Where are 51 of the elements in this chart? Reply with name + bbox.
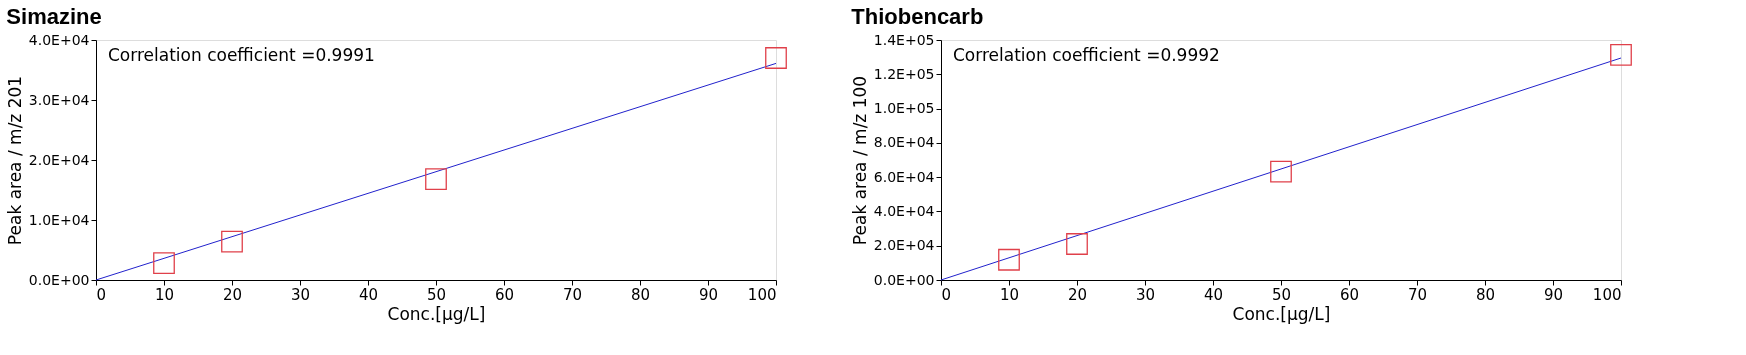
point — [1270, 160, 1292, 183]
chart-title: Simazine — [6, 4, 102, 29]
x-tick-label: 60 — [1339, 285, 1360, 304]
x-tick-label: 0 — [96, 285, 107, 304]
point — [765, 47, 787, 69]
y-tick-label: 8.0E+04 — [873, 134, 935, 151]
x-tick-label: 60 — [494, 285, 515, 304]
y-tick-label: 3.0E+04 — [28, 91, 90, 108]
y-tick-label: 1.4E+05 — [873, 31, 935, 48]
x-axis-title: Conc.[μg/L] — [1232, 303, 1331, 324]
x-tick-label: 80 — [1475, 285, 1496, 304]
y-tick-label: 2.0E+04 — [873, 237, 935, 254]
annotation: Correlation coefficient =0.9991 — [108, 45, 375, 65]
x-tick-label: 10 — [999, 285, 1020, 304]
x-tick-label: 100 — [1592, 285, 1622, 304]
x-tick-label: 20 — [222, 285, 243, 304]
y-tick-label: 4.0E+04 — [28, 31, 90, 48]
x-tick-label: 90 — [698, 285, 719, 304]
x-axis-title: Conc.[μg/L] — [387, 303, 486, 324]
x-tick-label: 30 — [1135, 285, 1156, 304]
y-tick-label: 1.0E+05 — [873, 100, 935, 117]
y-tick-label: 0.0E+00 — [28, 271, 90, 288]
y-tick-label: 1.2E+05 — [873, 65, 935, 82]
y-tick-label: 0.0E+00 — [873, 271, 935, 288]
y-tick-label: 1.0E+04 — [28, 211, 90, 228]
x-tick-label: 10 — [154, 285, 175, 304]
x-tick-label: 0 — [941, 285, 952, 304]
point — [153, 252, 175, 275]
x-tick-label: 50 — [1271, 285, 1292, 304]
x-tick-label: 20 — [1067, 285, 1088, 304]
x-tick-label: 70 — [1407, 285, 1428, 304]
y-axis-title: Peak area / m/z 100 — [849, 75, 870, 246]
point — [1610, 44, 1632, 66]
x-tick-label: 100 — [747, 285, 777, 304]
chart-title: Thiobencarb — [851, 4, 984, 29]
y-axis-title: Peak area / m/z 201 — [4, 75, 25, 246]
point — [998, 248, 1020, 271]
x-tick-label: 80 — [630, 285, 651, 304]
point — [425, 168, 447, 191]
y-tick-label: 6.0E+04 — [873, 168, 935, 185]
x-tick-label: 40 — [358, 285, 379, 304]
x-tick-label: 30 — [290, 285, 311, 304]
x-tick-label: 40 — [1203, 285, 1224, 304]
x-tick-label: 90 — [1543, 285, 1564, 304]
x-tick-label: 70 — [562, 285, 583, 304]
y-tick-label: 4.0E+04 — [873, 202, 935, 219]
point — [1066, 233, 1088, 255]
point — [221, 230, 243, 253]
annotation: Correlation coefficient =0.9992 — [953, 45, 1220, 65]
x-tick-label: 50 — [426, 285, 447, 304]
y-tick-label: 2.0E+04 — [28, 151, 90, 168]
